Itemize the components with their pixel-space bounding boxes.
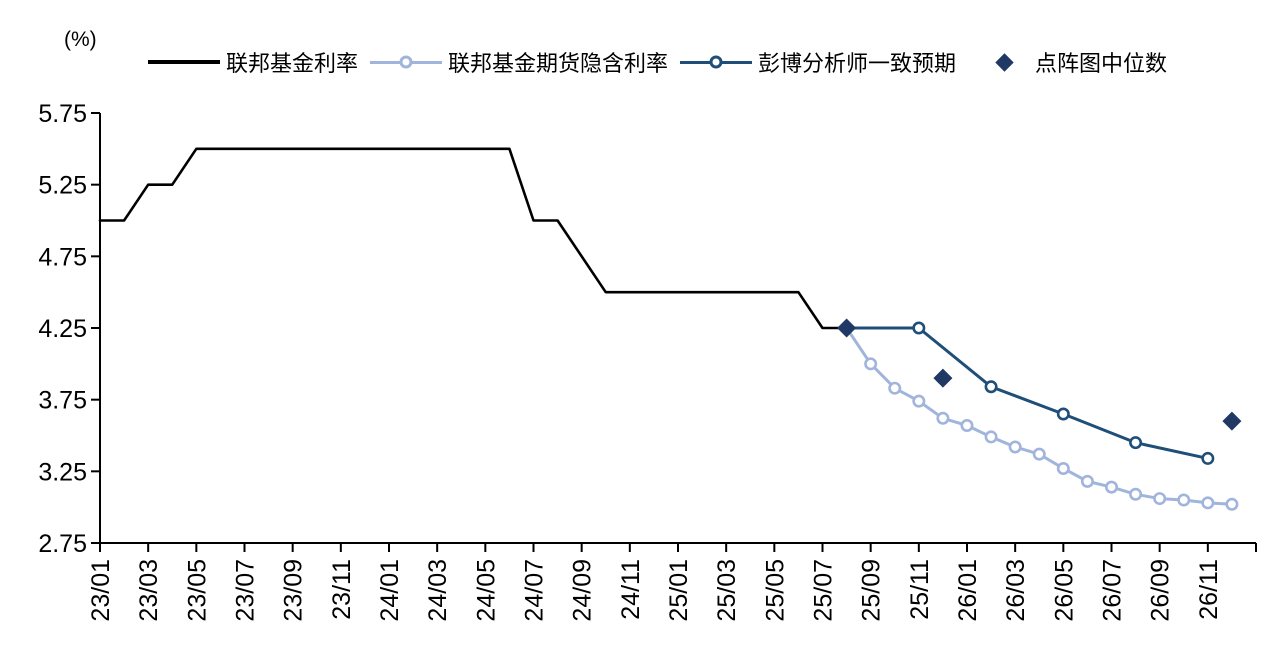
series-marker-1 xyxy=(1105,480,1119,494)
series-marker-2 xyxy=(984,380,998,394)
line-sample-bar xyxy=(148,60,220,64)
chart-legend: 联邦基金利率 联邦基金期货隐含利率 彭博分析师一致预期 点阵图中位数 xyxy=(148,46,1167,78)
line-circle-sample-icon xyxy=(680,55,753,69)
x-tick-label: 23/01 xyxy=(87,559,115,622)
series-marker-2 xyxy=(912,321,926,335)
series-marker-1 xyxy=(1080,474,1094,488)
open-circle-icon xyxy=(709,55,723,69)
x-tick-label: 23/07 xyxy=(232,559,260,622)
x-tick-label: 25/09 xyxy=(858,559,886,622)
legend-label: 联邦基金期货隐含利率 xyxy=(448,51,669,76)
series-marker-1 xyxy=(1008,440,1022,454)
y-tick-label: 5.75 xyxy=(38,100,87,128)
x-tick-label: 24/07 xyxy=(521,559,549,622)
dot-plot-diamond xyxy=(933,368,953,388)
line-circle-sample-icon xyxy=(370,55,443,69)
x-tick-label: 26/09 xyxy=(1147,559,1175,622)
x-tick-label: 24/05 xyxy=(472,559,500,622)
y-axis-unit-label: (%) xyxy=(64,28,97,51)
series-marker-1 xyxy=(912,394,926,408)
series-marker-2 xyxy=(1129,436,1143,450)
series-marker-1 xyxy=(960,418,974,432)
legend-label: 彭博分析师一致预期 xyxy=(758,51,957,76)
legend-label: 点阵图中位数 xyxy=(1035,51,1168,76)
x-tick-label: 26/11 xyxy=(1195,559,1223,620)
x-tick-label: 26/07 xyxy=(1099,559,1127,622)
diamond-icon xyxy=(995,52,1014,72)
y-tick-label: 3.25 xyxy=(38,458,87,486)
dot-plot-diamond xyxy=(1222,411,1242,431)
legend-item-2: 彭博分析师一致预期 xyxy=(680,46,956,78)
series-line-1 xyxy=(845,326,1234,506)
x-tick-label: 23/05 xyxy=(183,559,211,622)
x-tick-label: 23/03 xyxy=(135,559,163,622)
x-tick-label: 25/03 xyxy=(713,559,741,622)
series-marker-1 xyxy=(888,381,902,395)
y-tick-label: 4.25 xyxy=(38,315,87,343)
open-circle-icon xyxy=(399,55,413,69)
x-tick-label: 26/05 xyxy=(1050,559,1078,622)
series-marker-2 xyxy=(1056,407,1070,421)
legend-item-0: 联邦基金利率 xyxy=(148,46,358,78)
series-marker-1 xyxy=(984,430,998,444)
legend-item-3: 点阵图中位数 xyxy=(992,46,1167,78)
dot-plot-diamond xyxy=(837,318,857,338)
series-marker-1 xyxy=(1225,497,1239,511)
x-tick-label: 24/11 xyxy=(617,559,645,620)
legend-item-1: 联邦基金期货隐含利率 xyxy=(370,46,668,78)
y-tick-label: 5.25 xyxy=(38,172,87,200)
x-tick-label: 26/03 xyxy=(1002,559,1030,622)
series-marker-1 xyxy=(936,411,950,425)
series-marker-1 xyxy=(1153,492,1167,506)
series-line-2 xyxy=(845,326,1210,460)
series-marker-1 xyxy=(864,357,878,371)
x-tick-label: 24/09 xyxy=(569,559,597,622)
series-marker-1 xyxy=(1129,487,1143,501)
legend-label: 联邦基金利率 xyxy=(226,51,359,76)
x-tick-label: 23/11 xyxy=(328,559,356,620)
x-tick-label: 25/11 xyxy=(906,559,934,620)
y-tick-label: 2.75 xyxy=(38,530,87,558)
x-tick-label: 25/01 xyxy=(665,559,693,622)
series-marker-1 xyxy=(1056,461,1070,475)
x-tick-label: 26/01 xyxy=(954,559,982,622)
x-tick-label: 24/03 xyxy=(424,559,452,622)
y-tick-label: 3.75 xyxy=(38,387,87,415)
series-marker-1 xyxy=(1032,447,1046,461)
series-marker-2 xyxy=(1201,451,1215,465)
line-sample-icon xyxy=(148,55,220,69)
x-tick-label: 23/09 xyxy=(280,559,308,622)
series-marker-1 xyxy=(1177,493,1191,507)
x-tick-label: 25/07 xyxy=(810,559,838,622)
x-tick-label: 24/01 xyxy=(376,559,404,622)
series-marker-1 xyxy=(1201,496,1215,510)
y-tick-label: 4.75 xyxy=(38,243,87,271)
x-tick-label: 25/05 xyxy=(761,559,789,622)
series-line-0 xyxy=(98,147,848,330)
